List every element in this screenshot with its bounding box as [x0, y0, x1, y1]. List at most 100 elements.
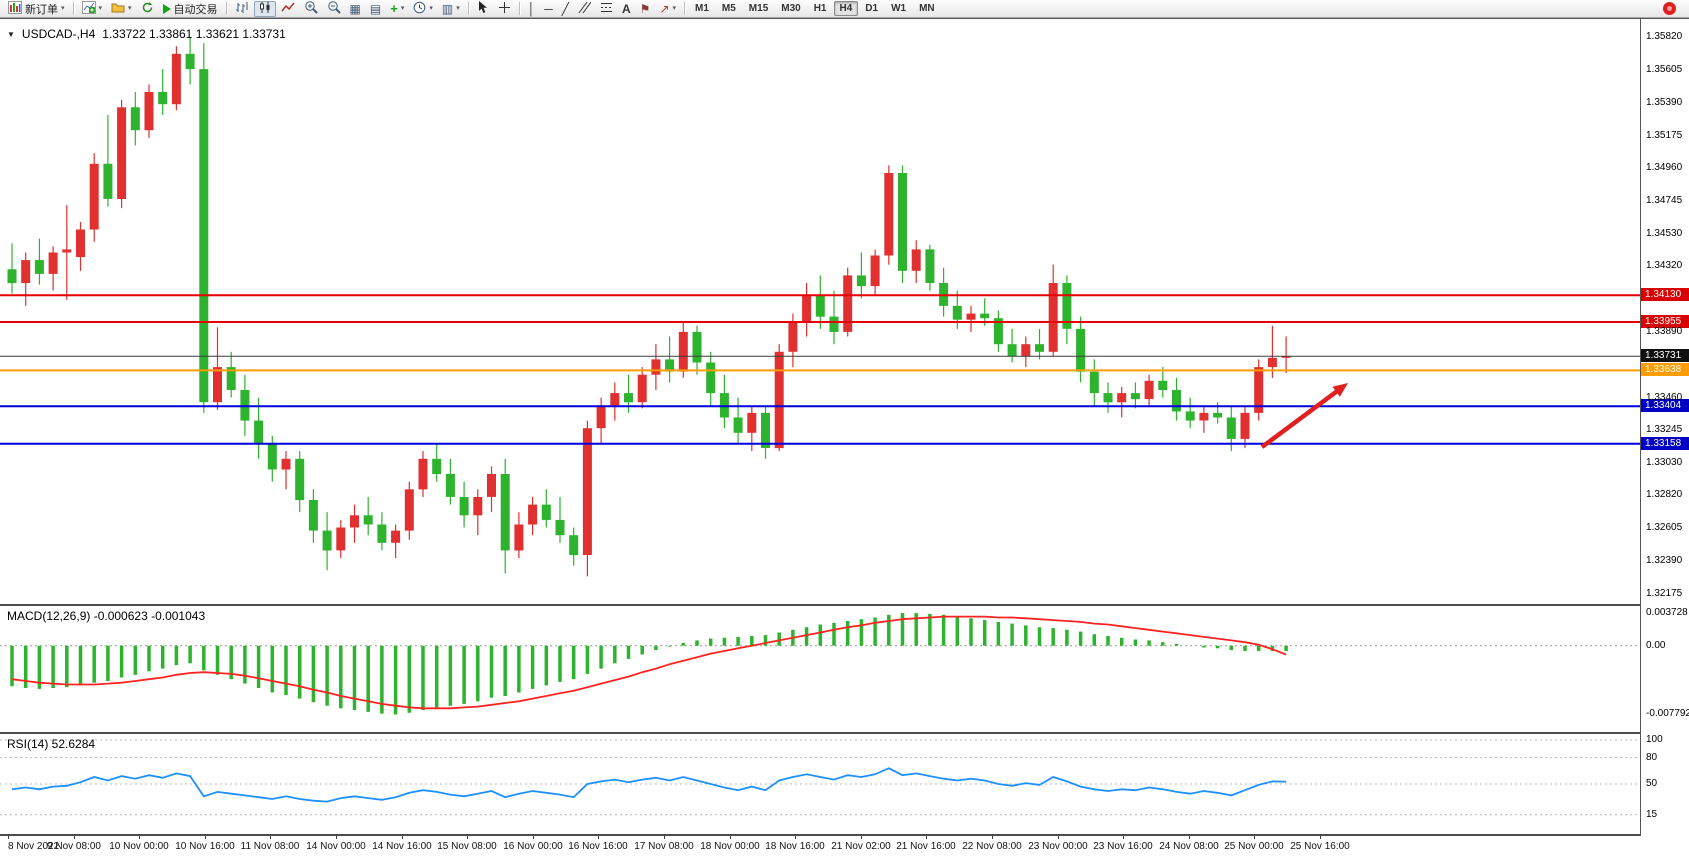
time-label: 25 Nov 16:00: [1290, 841, 1350, 852]
cascade-windows-button[interactable]: ▤: [366, 1, 385, 17]
text-tool-button[interactable]: A: [618, 1, 635, 17]
chart-area[interactable]: 1.34130 1.33955 1.33731 1.33638 1.33404 1.331…: [0, 18, 1689, 856]
timeframe-m5-button[interactable]: M5: [716, 1, 742, 16]
time-tick: [74, 836, 75, 839]
candle-body: [1007, 344, 1017, 357]
fibonacci-icon: [600, 1, 613, 17]
chevron-down-icon: ▾: [456, 5, 460, 12]
horizontal-line-icon: ─: [544, 1, 553, 16]
new-chart-button[interactable]: ▾: [78, 0, 107, 17]
candle-body: [76, 229, 85, 257]
panel-separator[interactable]: [0, 732, 1689, 734]
fibonacci-tool-button[interactable]: [596, 1, 617, 17]
cascade-windows-icon: ▤: [369, 1, 382, 16]
templates-button[interactable]: ▥ ▾: [438, 1, 464, 17]
candle-body: [569, 535, 579, 556]
zoom-in-button[interactable]: [300, 1, 322, 17]
candle-body: [363, 515, 373, 525]
timeframe-mn-button[interactable]: MN: [913, 1, 941, 16]
candle-body: [528, 504, 538, 525]
time-label: 14 Nov 16:00: [372, 841, 432, 852]
candle-body: [445, 474, 455, 497]
profiles-button[interactable]: ▾: [107, 1, 136, 17]
tile-windows-button[interactable]: ▦: [346, 1, 365, 17]
price-axis[interactable]: 1.34130 1.33955 1.33731 1.33638 1.33404 1.331…: [1640, 19, 1689, 836]
macd-title: MACD(12,26,9) -0.000623 -0.001043: [7, 609, 206, 623]
price-level-label: 1.34130: [1641, 288, 1689, 301]
rsi-indicator-chart[interactable]: [0, 734, 1640, 834]
channel-tool-button[interactable]: [574, 1, 595, 17]
time-label: 22 Nov 08:00: [962, 841, 1022, 852]
new-order-button[interactable]: 新订单 ▾: [4, 0, 69, 17]
price-tick-label: 1.34960: [1646, 162, 1683, 173]
candle-body: [980, 313, 990, 319]
vertical-line-tool-button[interactable]: │: [524, 1, 540, 17]
candle-body: [473, 497, 483, 516]
price-level-label: 1.33638: [1641, 363, 1689, 376]
panel-separator[interactable]: [0, 834, 1689, 836]
candlestick-chart-button[interactable]: [253, 0, 276, 17]
horizontal-line-tool-button[interactable]: ─: [540, 1, 557, 17]
crosshair-button[interactable]: [494, 1, 515, 17]
candle-body: [295, 458, 305, 501]
timeframe-m15-button[interactable]: M15: [743, 1, 774, 16]
timeframe-m1-button[interactable]: M1: [689, 1, 715, 16]
candle-body: [1281, 356, 1291, 358]
candle-body: [856, 275, 866, 287]
play-icon: [162, 3, 171, 14]
candle-body: [254, 420, 264, 444]
time-tick: [533, 836, 534, 839]
macd-indicator-chart[interactable]: [0, 606, 1640, 732]
notifications-icon[interactable]: [1663, 2, 1676, 15]
time-label: 23 Nov 00:00: [1028, 841, 1088, 852]
toolbar-separator: [72, 2, 74, 15]
new-order-label: 新订单: [25, 3, 58, 16]
timeframe-w1-button[interactable]: W1: [885, 1, 912, 16]
periods-button[interactable]: ▾: [409, 1, 437, 17]
time-tick: [336, 836, 337, 839]
panel-separator[interactable]: [0, 604, 1689, 606]
chart-title: ▼ USDCAD-,H4 1.33722 1.33861 1.33621 1.3…: [7, 27, 286, 41]
label-tool-button[interactable]: ⚑: [636, 1, 655, 17]
time-label: 25 Nov 00:00: [1224, 841, 1284, 852]
cursor-button[interactable]: [473, 1, 493, 17]
time-tick: [1058, 836, 1059, 839]
price-tick-label: 1.35605: [1646, 64, 1683, 75]
candle-body: [1103, 393, 1113, 403]
time-axis[interactable]: 8 Nov 2022 9 Nov 08:00 10 Nov 00:00 10 Nov …: [0, 836, 1689, 856]
candle-body: [993, 318, 1003, 345]
candle-body: [966, 313, 976, 320]
candle-body: [582, 428, 592, 555]
candle-body: [706, 362, 716, 394]
time-tick: [730, 836, 731, 839]
timeframe-m30-button[interactable]: M30: [775, 1, 806, 16]
chevron-down-icon: ▾: [672, 5, 676, 12]
candle-body: [802, 295, 812, 322]
collapse-icon[interactable]: ▼: [7, 29, 15, 39]
macd-scale-label: -0.007792: [1646, 708, 1689, 719]
candle-body: [377, 524, 387, 543]
auto-trading-button[interactable]: 自动交易: [159, 1, 222, 17]
timeframe-h4-button[interactable]: H4: [833, 1, 859, 16]
bar-chart-icon: [235, 1, 249, 17]
main-price-chart[interactable]: [0, 19, 1640, 604]
refresh-button[interactable]: [137, 1, 158, 17]
price-level-label: 1.33404: [1641, 399, 1689, 412]
trendline-tool-button[interactable]: ╱: [558, 1, 573, 17]
toolbar: 新订单 ▾ ▾ ▾ 自动交易: [0, 0, 1689, 18]
indicators-button[interactable]: + ▾: [386, 1, 408, 17]
channel-icon: [578, 1, 592, 17]
profiles-icon: [111, 1, 125, 16]
timeframe-d1-button[interactable]: D1: [859, 1, 884, 16]
auto-trading-label: 自动交易: [173, 3, 218, 16]
arrows-tool-button[interactable]: ↗ ▾: [655, 1, 680, 17]
bar-chart-button[interactable]: [231, 1, 253, 17]
candle-body: [637, 374, 647, 403]
price-tick-label: 1.34320: [1646, 260, 1683, 271]
line-chart-button[interactable]: [277, 1, 299, 17]
timeframe-h1-button[interactable]: H1: [808, 1, 833, 16]
time-tick: [795, 836, 796, 839]
zoom-out-button[interactable]: [323, 1, 345, 17]
candle-body: [1199, 412, 1209, 421]
